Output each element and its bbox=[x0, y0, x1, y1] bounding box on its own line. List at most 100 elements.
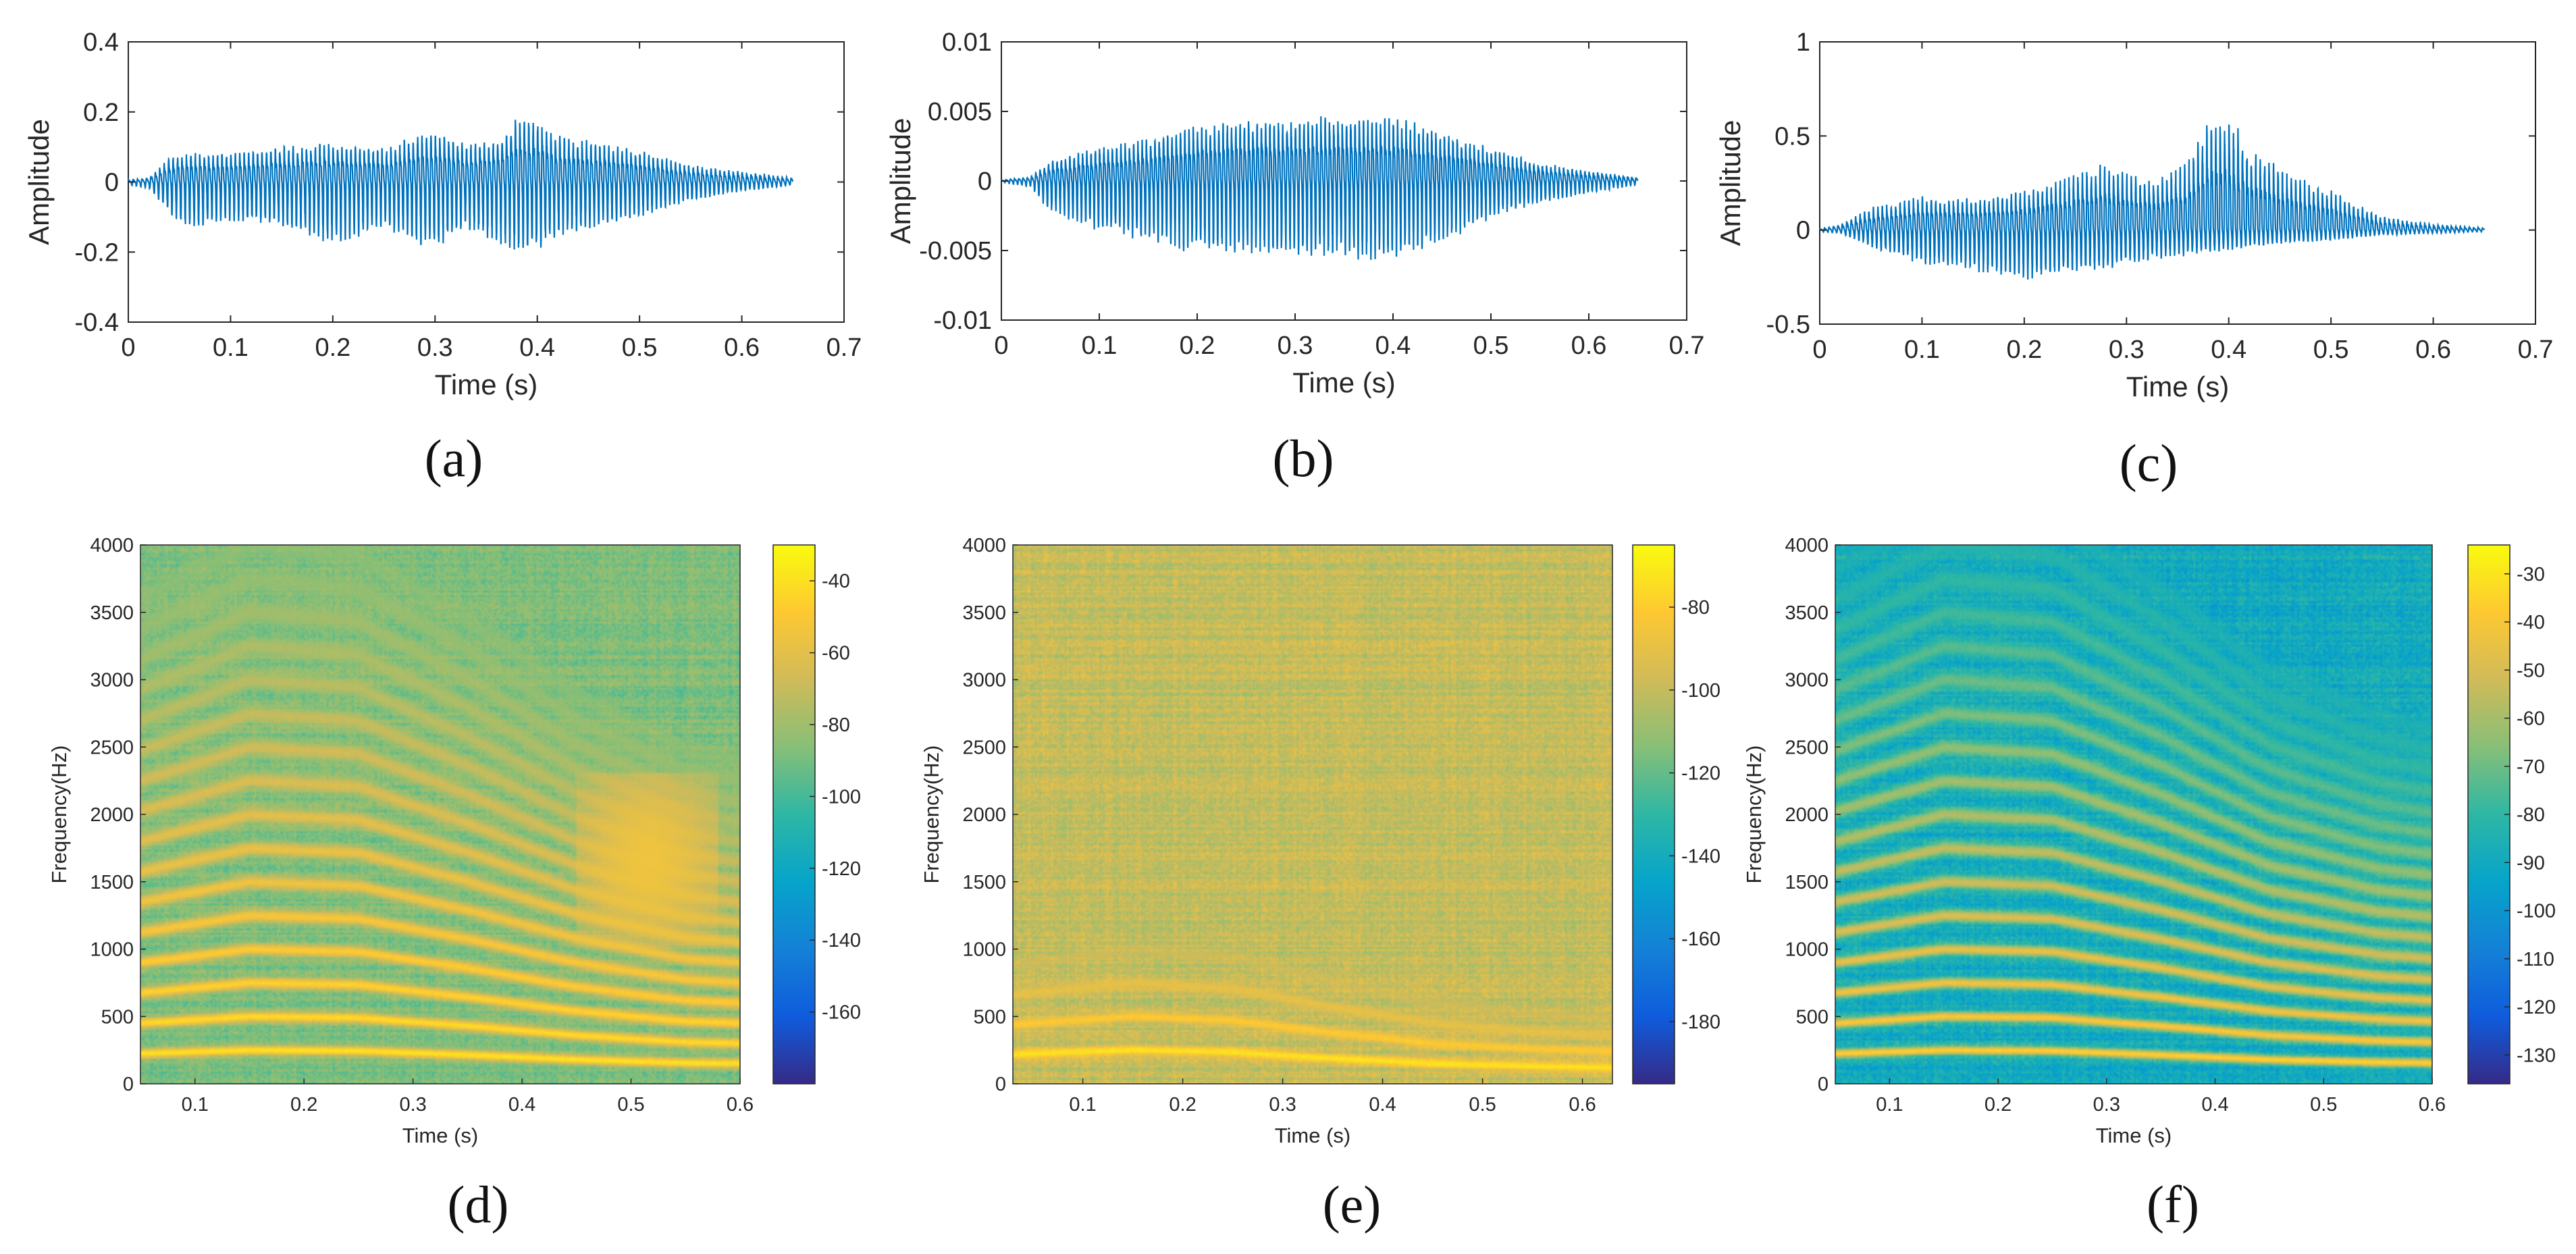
x-axis-label: Time (s) bbox=[402, 1124, 479, 1147]
colorbar-tick-label: -120 bbox=[2517, 997, 2556, 1018]
y-tick-label: 0 bbox=[1818, 1074, 1829, 1095]
y-tick-label: 3000 bbox=[1785, 670, 1829, 691]
x-tick-label: 0.3 bbox=[399, 1094, 426, 1116]
x-tick-label: 0 bbox=[994, 332, 1008, 360]
colorbar-gradient bbox=[772, 544, 816, 1085]
colorbar: -130 -120 -110 -100 -90 -80 -70 -60 -50 -40 -30 bbox=[2467, 544, 2556, 1085]
x-tick-label: 0.4 bbox=[519, 334, 555, 362]
colorbar-tick-label: -70 bbox=[2517, 756, 2545, 778]
y-tick-label: 0 bbox=[1796, 217, 1810, 245]
y-tick-label: -0.01 bbox=[933, 307, 992, 335]
x-tick-label: 0.5 bbox=[622, 334, 658, 362]
x-tick-label: 0.2 bbox=[1984, 1094, 2012, 1116]
x-tick-label: 0 bbox=[1812, 336, 1826, 364]
y-tick-label: -0.5 bbox=[1766, 311, 1810, 339]
y-tick-label: 500 bbox=[1796, 1006, 1829, 1028]
x-axis-label: Time (s) bbox=[2126, 371, 2229, 402]
x-tick-label: 0.1 bbox=[1904, 336, 1940, 364]
y-tick-label: 0 bbox=[123, 1074, 134, 1095]
x-tick-label: 0.4 bbox=[2211, 336, 2246, 364]
colorbar-tick-label: -80 bbox=[1681, 597, 1710, 619]
panel-caption: (a) bbox=[425, 429, 483, 488]
y-tick-label: 2500 bbox=[90, 737, 134, 758]
plot-area bbox=[1819, 41, 2536, 325]
colorbar-gradient bbox=[2467, 544, 2511, 1085]
colorbar-tick-label: -110 bbox=[2517, 949, 2554, 970]
colorbar-tick-label: -90 bbox=[2517, 852, 2545, 874]
colorbar-tick-label: -80 bbox=[2517, 804, 2545, 826]
y-axis-label: Frequency(Hz) bbox=[920, 746, 943, 884]
y-tick-label: 3000 bbox=[90, 670, 134, 691]
x-tick-label: 0.5 bbox=[2310, 1094, 2337, 1116]
x-tick-label: 0.4 bbox=[508, 1094, 535, 1116]
y-tick-label: 500 bbox=[101, 1006, 134, 1028]
waveform-chart-b: 0 0.1 0.2 0.3 0.4 0.5 0.6 0.7 -0.01 -0.005 0 0.005 0… bbox=[885, 28, 1704, 398]
y-tick-label: 4000 bbox=[1785, 535, 1829, 556]
x-tick-label: 0.1 bbox=[182, 1094, 209, 1116]
y-tick-label: 0.4 bbox=[83, 28, 119, 57]
x-axis-label: Time (s) bbox=[2096, 1124, 2172, 1147]
x-tick-label: 0.7 bbox=[1669, 332, 1705, 360]
y-tick-label: 2000 bbox=[962, 804, 1006, 826]
x-tick-label: 0.2 bbox=[290, 1094, 317, 1116]
colorbar-tick-label: -30 bbox=[2517, 564, 2545, 585]
x-tick-label: 0.3 bbox=[1269, 1094, 1296, 1116]
panel-caption: (e) bbox=[1323, 1175, 1382, 1234]
y-tick-label: 500 bbox=[974, 1006, 1006, 1028]
y-tick-label: 0 bbox=[995, 1074, 1006, 1095]
colorbar-tick-label: -60 bbox=[2517, 708, 2545, 730]
colorbar-tick-label: -100 bbox=[822, 786, 861, 808]
y-tick-label: 4000 bbox=[90, 535, 134, 556]
x-tick-label: 0.6 bbox=[1571, 332, 1607, 360]
y-tick-label: 0.01 bbox=[942, 28, 992, 57]
spectrogram-image bbox=[140, 545, 740, 1084]
colorbar-tick-label: -160 bbox=[1681, 929, 1720, 950]
y-tick-label: 1000 bbox=[90, 939, 134, 961]
colorbar-tick-label: -140 bbox=[822, 930, 861, 951]
y-tick-label: -0.2 bbox=[75, 238, 119, 267]
spectrogram-image bbox=[1013, 545, 1612, 1084]
waveform-series bbox=[1000, 116, 1639, 260]
colorbar-tick-label: -40 bbox=[2517, 612, 2545, 633]
x-tick-label: 0.6 bbox=[727, 1094, 754, 1116]
x-tick-label: 0.1 bbox=[1876, 1094, 1903, 1116]
y-tick-label: 3500 bbox=[962, 602, 1006, 624]
y-tick-label: 2000 bbox=[90, 804, 134, 826]
colorbar-tick-label: -80 bbox=[822, 714, 850, 736]
x-tick-label: 0.1 bbox=[1082, 332, 1118, 360]
y-tick-label: 1500 bbox=[1785, 872, 1829, 893]
y-tick-label: 1500 bbox=[90, 872, 134, 893]
spectrogram-chart-e: 0.1 0.2 0.3 0.4 0.5 0.6 0 500 1000 1500 2000 2500 30… bbox=[920, 535, 1720, 1147]
colorbar: -160 -140 -120 -100 -80 -60 -40 bbox=[772, 544, 861, 1085]
y-axis-label: Amplitude bbox=[23, 119, 55, 245]
x-tick-label: 0.7 bbox=[826, 334, 862, 362]
waveform-series bbox=[127, 120, 794, 250]
y-tick-label: 2500 bbox=[1785, 737, 1829, 758]
x-tick-label: 0.4 bbox=[1375, 332, 1411, 360]
x-tick-label: 0.4 bbox=[2201, 1094, 2228, 1116]
x-tick-label: 0.5 bbox=[2313, 336, 2349, 364]
y-tick-label: -0.4 bbox=[75, 309, 119, 337]
colorbar-tick-label: -160 bbox=[822, 1002, 861, 1024]
x-tick-label: 0.2 bbox=[315, 334, 350, 362]
y-axis-label: Frequency(Hz) bbox=[47, 746, 71, 884]
x-axis-label: Time (s) bbox=[435, 369, 537, 400]
x-tick-label: 0.1 bbox=[1069, 1094, 1096, 1116]
x-tick-label: 0.2 bbox=[1169, 1094, 1196, 1116]
colorbar-gradient bbox=[1632, 544, 1675, 1085]
colorbar-tick-label: -100 bbox=[2517, 901, 2556, 922]
x-tick-label: 0.6 bbox=[724, 334, 760, 362]
x-tick-label: 0.3 bbox=[2109, 336, 2145, 364]
y-tick-label: 1000 bbox=[962, 939, 1006, 961]
y-tick-label: 3500 bbox=[90, 602, 134, 624]
x-tick-label: 0.3 bbox=[2093, 1094, 2120, 1116]
colorbar-tick-label: -180 bbox=[1681, 1012, 1720, 1033]
y-tick-label: 0.2 bbox=[83, 99, 119, 127]
waveform-series bbox=[1818, 124, 2486, 280]
x-tick-label: 0.5 bbox=[617, 1094, 644, 1116]
x-tick-label: 0.5 bbox=[1469, 1094, 1496, 1116]
panel-caption: (c) bbox=[2120, 434, 2178, 492]
x-tick-label: 0.3 bbox=[1278, 332, 1313, 360]
y-tick-label: 0.5 bbox=[1775, 122, 1810, 151]
